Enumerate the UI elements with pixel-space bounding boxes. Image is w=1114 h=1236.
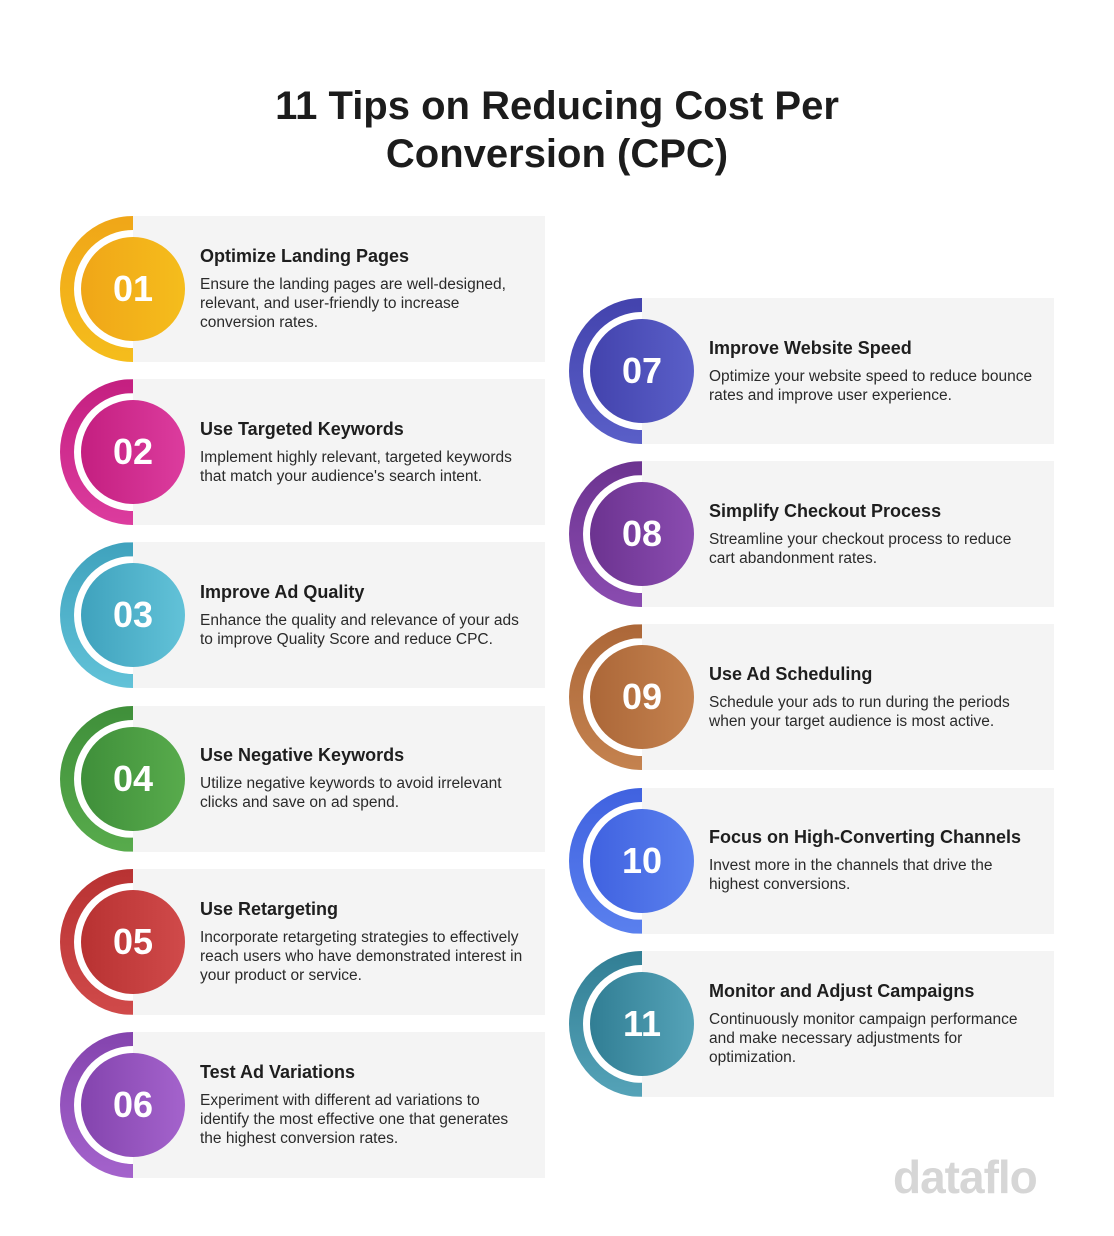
tip-number-badge: 04 — [81, 726, 185, 831]
tip-number: 01 — [112, 268, 154, 309]
card-background — [133, 542, 545, 689]
tip-title: Improve Ad Quality — [200, 581, 365, 602]
tip-number-badge: 07 — [590, 319, 694, 423]
tip-description: Schedule your ads to run during the peri… — [709, 693, 1010, 730]
card-background — [133, 379, 545, 526]
tip-number-badge: 10 — [590, 808, 694, 913]
tip-title: Monitor and Adjust Campaigns — [709, 980, 975, 1001]
tip-number: 11 — [622, 1002, 662, 1044]
tip-card: 04 Use Negative Keywords Utilize negative… — [60, 705, 545, 852]
tip-title: Test Ad Variations — [200, 1062, 356, 1082]
tip-number-badge: 05 — [81, 889, 185, 994]
tip-card: 06 Test Ad Variations Experiment with dif… — [60, 1032, 545, 1178]
tip-description: Experiment with different ad variations … — [200, 1092, 509, 1147]
tip-number-badge: 09 — [590, 645, 694, 750]
tip-number-badge: 02 — [81, 400, 185, 505]
tip-description: Incorporate retargeting strategies to ef… — [200, 928, 523, 984]
tip-card: 01 Optimize Landing Pages Ensure the land… — [60, 216, 545, 362]
tip-number-badge: 08 — [590, 482, 694, 587]
card-background — [642, 298, 1054, 444]
tip-number-badge: 11 — [590, 971, 694, 1076]
tip-card: 08 Simplify Checkout Process Streamline y… — [569, 461, 1054, 608]
tip-number: 06 — [112, 1084, 154, 1125]
tip-card: 07 Improve Website Speed Optimize your we… — [569, 298, 1054, 444]
tip-number: 04 — [112, 757, 154, 799]
tip-number: 10 — [621, 839, 663, 881]
tip-title: Use Negative Keywords — [200, 745, 405, 766]
page-title: 11 Tips on Reducing Cost Per Conversion (… — [275, 84, 839, 176]
tip-card: 11 Monitor and Adjust Campaigns Continuou… — [569, 950, 1054, 1097]
tip-description: Invest more in the channels that drive t… — [709, 857, 993, 894]
card-background — [642, 461, 1054, 608]
tip-number: 08 — [621, 513, 663, 555]
tip-description: Continuously monitor campaign performanc… — [709, 1010, 1018, 1066]
tip-title: Optimize Landing Pages — [200, 246, 410, 266]
tip-description: Implement highly relevant, targeted keyw… — [200, 448, 512, 485]
tip-title: Focus on High-Converting Channels — [709, 827, 1022, 848]
card-background — [642, 624, 1054, 771]
dataflo-logo: dataflo — [893, 1151, 1038, 1203]
tip-number: 07 — [621, 350, 663, 391]
tip-number-badge: 01 — [81, 237, 185, 341]
tip-title: Use Ad Scheduling — [709, 663, 873, 684]
card-background — [133, 216, 545, 362]
tip-title: Use Targeted Keywords — [200, 418, 404, 439]
tip-number: 02 — [112, 431, 154, 473]
tip-description: Utilize negative keywords to avoid irrel… — [200, 775, 502, 812]
tip-number: 05 — [112, 920, 154, 962]
tip-number-badge: 06 — [81, 1053, 185, 1157]
tip-number: 03 — [112, 594, 154, 636]
tip-description: Enhance the quality and relevance of you… — [200, 611, 519, 648]
tip-card: 09 Use Ad Scheduling Schedule your ads to… — [569, 624, 1054, 771]
tip-title: Improve Website Speed — [709, 337, 912, 358]
tip-title: Simplify Checkout Process — [709, 500, 942, 521]
tip-card: 10 Focus on High-Converting Channels Inve… — [569, 787, 1054, 934]
tip-description: Optimize your website speed to reduce bo… — [709, 367, 1033, 404]
tip-card: 05 Use Retargeting Incorporate retargetin… — [60, 868, 545, 1015]
tip-title: Use Retargeting — [200, 898, 339, 919]
card-background — [133, 1032, 545, 1178]
card-background — [133, 705, 545, 852]
tip-description: Ensure the landing pages are well-design… — [200, 276, 506, 331]
tip-description: Streamline your checkout process to redu… — [709, 530, 1012, 567]
card-background — [133, 868, 545, 1015]
tip-number: 09 — [621, 676, 663, 718]
tip-card: 02 Use Targeted Keywords Implement highly… — [60, 379, 545, 526]
card-background — [642, 950, 1054, 1097]
tip-number-badge: 03 — [81, 563, 185, 668]
card-background — [642, 787, 1054, 934]
tip-card: 03 Improve Ad Quality Enhance the quality… — [60, 542, 545, 689]
